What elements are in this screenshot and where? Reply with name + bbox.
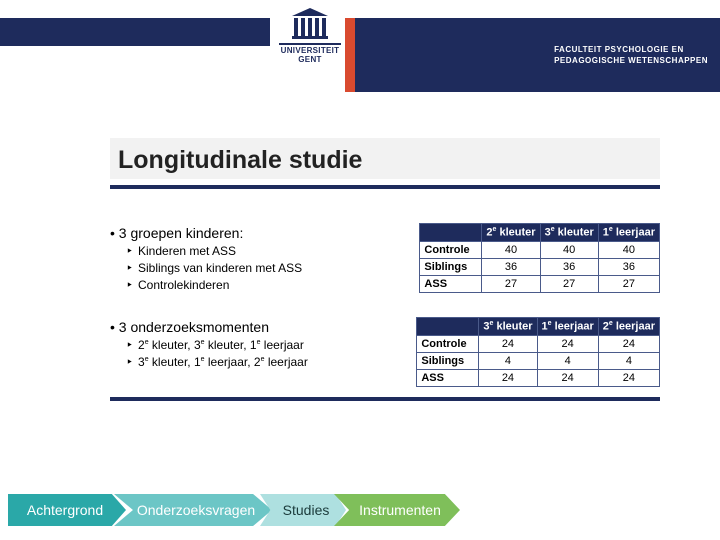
footer-line bbox=[110, 397, 660, 401]
breadcrumb-chevrons: AchtergrondOnderzoeksvragenStudiesInstru… bbox=[8, 494, 460, 526]
header-bar-left bbox=[0, 18, 270, 46]
list-item: 2e kleuter, 3e kleuter, 1e leerjaar bbox=[126, 337, 355, 354]
faculty-line-2: PEDAGOGISCHE WETENSCHAPPEN bbox=[554, 55, 708, 66]
faculty-label: FACULTEIT PSYCHOLOGIE EN PEDAGOGISCHE WE… bbox=[554, 44, 708, 66]
section-list: Kinderen met ASSSiblings van kinderen me… bbox=[126, 243, 355, 293]
section-heading: 3 onderzoeksmomenten bbox=[110, 319, 355, 335]
title-underline bbox=[110, 185, 660, 189]
section-heading: 3 groepen kinderen: bbox=[110, 225, 355, 241]
nav-chevron[interactable]: Achtergrond bbox=[8, 494, 126, 526]
list-item: Siblings van kinderen met ASS bbox=[126, 260, 355, 277]
data-table-1: 2e kleuter3e kleuter1e leerjaarControle4… bbox=[419, 223, 660, 293]
univ-name-2: GENT bbox=[275, 56, 345, 65]
header-bar-right: FACULTEIT PSYCHOLOGIE EN PEDAGOGISCHE WE… bbox=[345, 18, 720, 92]
building-icon bbox=[275, 6, 345, 40]
page-title: Longitudinale studie bbox=[118, 146, 650, 175]
univ-logo: UNIVERSITEIT GENT bbox=[275, 6, 345, 65]
list-item: 3e kleuter, 1e leerjaar, 2e leerjaar bbox=[126, 354, 355, 371]
list-item: Controlekinderen bbox=[126, 277, 355, 294]
data-table-2: 3e kleuter1e leerjaar2e leerjaarControle… bbox=[416, 317, 660, 387]
title-container: Longitudinale studie bbox=[110, 138, 660, 179]
content: 3 groepen kinderen: Kinderen met ASSSibl… bbox=[110, 225, 660, 371]
section-list: 2e kleuter, 3e kleuter, 1e leerjaar3e kl… bbox=[126, 337, 355, 371]
header: UNIVERSITEIT GENT FACULTEIT PSYCHOLOGIE … bbox=[0, 0, 720, 110]
nav-chevron[interactable]: Instrumenten bbox=[334, 494, 460, 526]
faculty-line-1: FACULTEIT PSYCHOLOGIE EN bbox=[554, 44, 708, 55]
section-groups: 3 groepen kinderen: Kinderen met ASSSibl… bbox=[110, 225, 660, 293]
header-accent bbox=[345, 18, 355, 92]
section-moments: 3 onderzoeksmomenten 2e kleuter, 3e kleu… bbox=[110, 319, 660, 371]
list-item: Kinderen met ASS bbox=[126, 243, 355, 260]
nav-chevron[interactable]: Onderzoeksvragen bbox=[114, 494, 272, 526]
